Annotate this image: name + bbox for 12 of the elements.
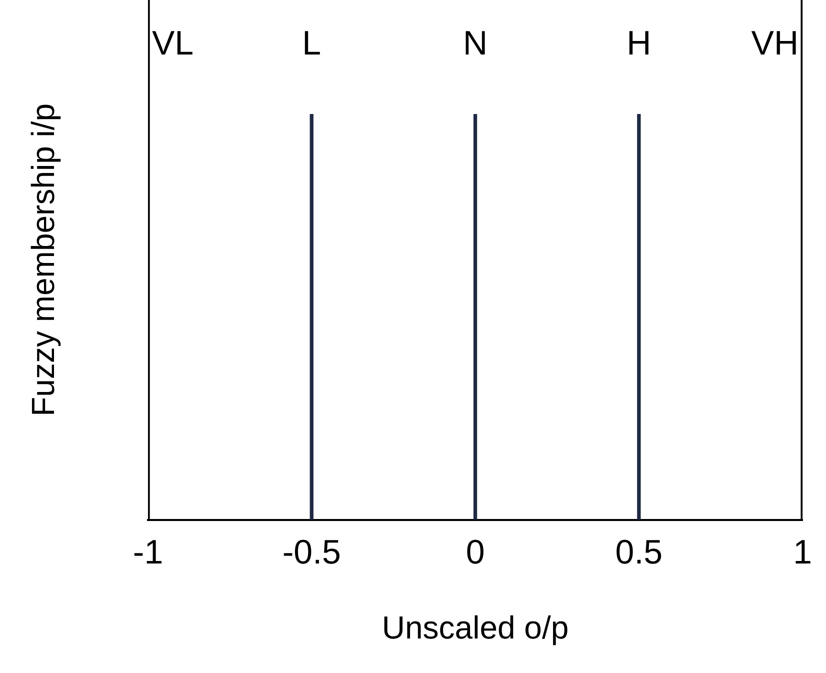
series-label: L [302, 24, 322, 62]
x-axis-title: Unscaled o/p [382, 610, 569, 646]
x-tick-label: 1 [793, 534, 812, 572]
series-label: VH [751, 24, 799, 62]
x-tick-label: -1 [132, 534, 164, 572]
x-tick-label: 0.5 [615, 534, 663, 572]
x-tick-label: 0 [466, 534, 485, 572]
x-tick-label: -0.5 [282, 534, 341, 572]
series-label: H [626, 24, 652, 62]
series-label: N [462, 24, 488, 62]
series-label: VL [152, 24, 194, 62]
y-axis-title: Fuzzy membership i/p [24, 103, 61, 416]
